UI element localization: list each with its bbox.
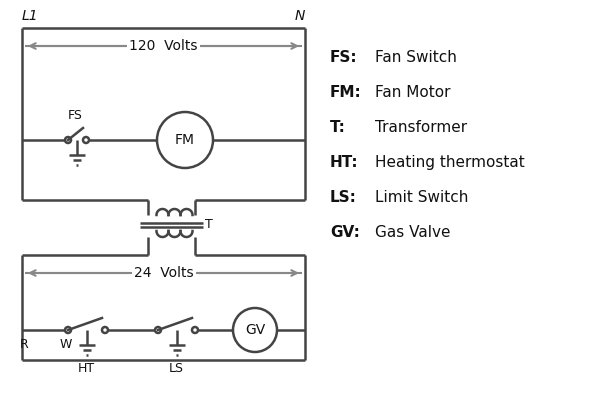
Text: L1: L1 bbox=[22, 9, 38, 23]
Text: T:: T: bbox=[330, 120, 346, 135]
Text: LS:: LS: bbox=[330, 190, 357, 205]
Text: T: T bbox=[205, 218, 213, 232]
Text: FM: FM bbox=[175, 133, 195, 147]
Text: 120  Volts: 120 Volts bbox=[129, 39, 198, 53]
Text: Transformer: Transformer bbox=[375, 120, 467, 135]
Text: Fan Switch: Fan Switch bbox=[375, 50, 457, 65]
Text: Fan Motor: Fan Motor bbox=[375, 85, 451, 100]
Text: Heating thermostat: Heating thermostat bbox=[375, 155, 525, 170]
Text: R: R bbox=[19, 338, 28, 351]
Text: GV:: GV: bbox=[330, 225, 360, 240]
Text: W: W bbox=[60, 338, 72, 351]
Text: 24  Volts: 24 Volts bbox=[134, 266, 194, 280]
Text: FS:: FS: bbox=[330, 50, 358, 65]
Text: LS: LS bbox=[169, 362, 184, 375]
Text: HT: HT bbox=[78, 362, 95, 375]
Text: HT:: HT: bbox=[330, 155, 359, 170]
Text: Gas Valve: Gas Valve bbox=[375, 225, 451, 240]
Text: FS: FS bbox=[68, 109, 83, 122]
Text: Limit Switch: Limit Switch bbox=[375, 190, 468, 205]
Text: GV: GV bbox=[245, 323, 265, 337]
Text: FM:: FM: bbox=[330, 85, 362, 100]
Text: N: N bbox=[294, 9, 305, 23]
